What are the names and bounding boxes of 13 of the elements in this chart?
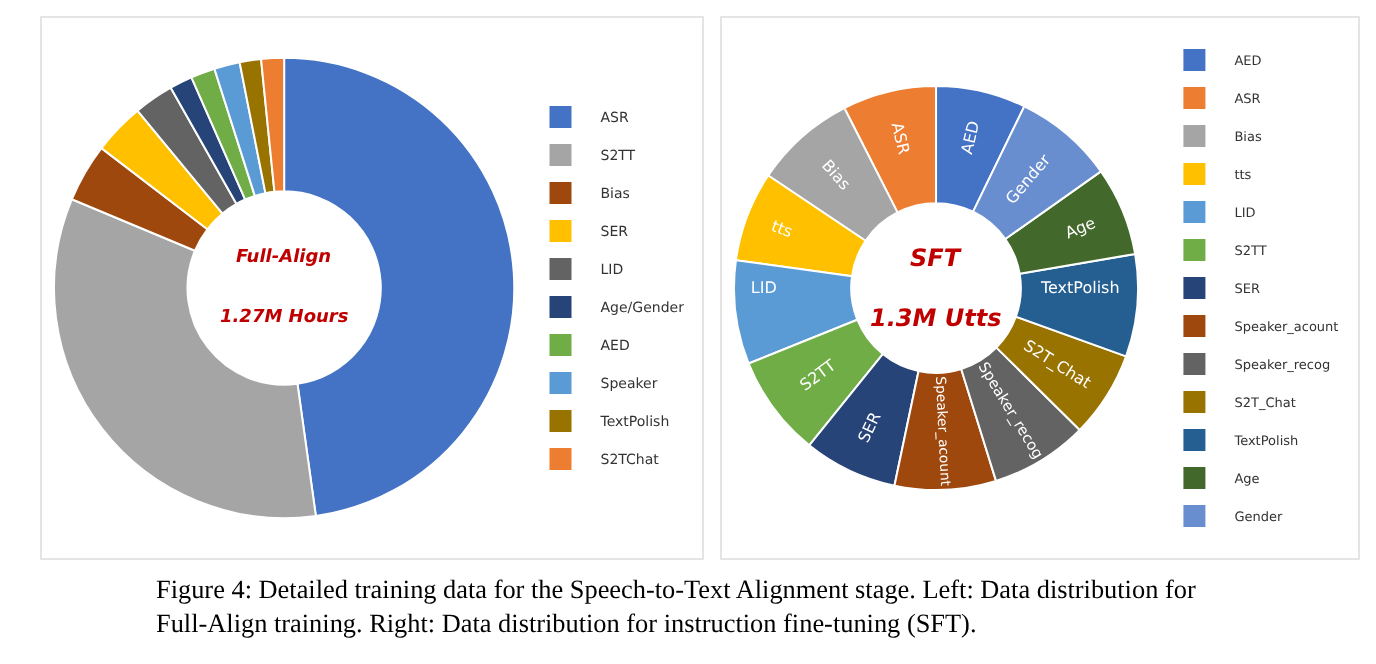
text: Full-Align bbox=[236, 248, 332, 268]
slice-label: TextPolish bbox=[1038, 279, 1120, 297]
slice-label: AED bbox=[958, 119, 984, 156]
text: 1.3M Utts bbox=[870, 304, 1002, 332]
slice-label: SER bbox=[854, 408, 886, 446]
text: SFT bbox=[910, 244, 962, 272]
slice-label: tts bbox=[768, 217, 795, 242]
slice-label: LID bbox=[750, 279, 777, 297]
caption: Figure 4: Detailed training data for the Speech-to-Text Alignment stage. Left: Data distribution for bbox=[156, 574, 1196, 604]
slice-label: ASR bbox=[887, 120, 913, 158]
slice-label: Age bbox=[1062, 213, 1099, 243]
text: Full-Align training. Right: Data distribution for instruction fine-tuning (SFT). bbox=[156, 608, 977, 638]
text: 1.27M Hours bbox=[220, 308, 350, 328]
